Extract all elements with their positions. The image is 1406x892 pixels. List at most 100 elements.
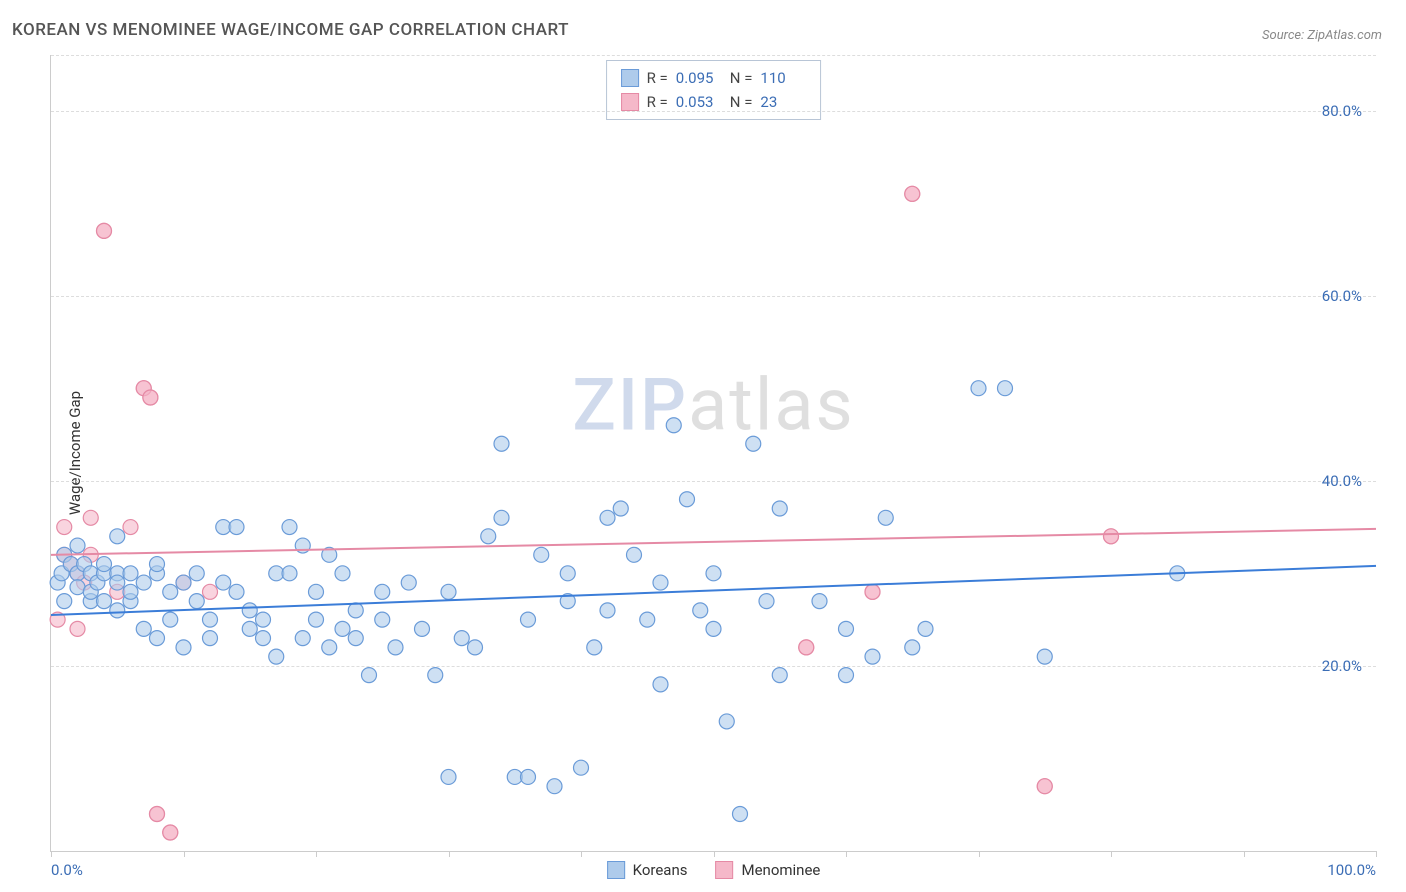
data-point (57, 594, 72, 609)
data-point (521, 612, 536, 627)
data-point (110, 529, 125, 544)
data-point (322, 640, 337, 655)
data-point (123, 566, 138, 581)
data-point (256, 612, 271, 627)
n-value-koreans: 110 (760, 66, 806, 90)
y-tick-label: 60.0% (1322, 287, 1362, 305)
data-point (309, 612, 324, 627)
data-point (176, 575, 191, 590)
plot-area: Wage/Income Gap ZIPatlas R = 0.095 N = 1… (50, 55, 1376, 852)
data-point (481, 529, 496, 544)
legend-item-menominee: Menominee (715, 861, 820, 879)
data-point (335, 621, 350, 636)
data-point (136, 575, 151, 590)
source-attribution: Source: ZipAtlas.com (1262, 28, 1382, 43)
data-point (401, 575, 416, 590)
data-point (534, 547, 549, 562)
data-point (110, 575, 125, 590)
data-point (388, 640, 403, 655)
data-point (693, 603, 708, 618)
x-tick-label: 0.0% (51, 861, 83, 879)
data-point (441, 584, 456, 599)
data-point (70, 621, 85, 636)
data-point (905, 640, 920, 655)
data-point (627, 547, 642, 562)
data-point (613, 501, 628, 516)
data-point (666, 418, 681, 433)
data-point (706, 621, 721, 636)
data-point (163, 584, 178, 599)
data-point (203, 631, 218, 646)
data-point (150, 557, 165, 572)
data-point (680, 492, 695, 507)
chart-title: KOREAN VS MENOMINEE WAGE/INCOME GAP CORR… (12, 20, 569, 40)
trend-line (51, 529, 1376, 555)
swatch-menominee (621, 93, 639, 111)
data-point (269, 649, 284, 664)
data-point (706, 566, 721, 581)
data-point (971, 381, 986, 396)
data-point (309, 584, 324, 599)
data-point (733, 806, 748, 821)
data-point (574, 760, 589, 775)
data-point (560, 566, 575, 581)
data-point (759, 594, 774, 609)
data-point (282, 566, 297, 581)
swatch-koreans (621, 69, 639, 87)
data-point (150, 631, 165, 646)
r-label: R = (647, 66, 668, 90)
data-point (600, 603, 615, 618)
scatter-svg (51, 55, 1376, 851)
data-point (57, 520, 72, 535)
data-point (282, 520, 297, 535)
data-point (189, 566, 204, 581)
data-point (1037, 649, 1052, 664)
correlation-chart: KOREAN VS MENOMINEE WAGE/INCOME GAP CORR… (0, 0, 1406, 892)
data-point (110, 603, 125, 618)
data-point (348, 631, 363, 646)
data-point (839, 621, 854, 636)
data-point (375, 612, 390, 627)
data-point (97, 594, 112, 609)
data-point (772, 668, 787, 683)
data-point (441, 769, 456, 784)
data-point (375, 584, 390, 599)
data-point (256, 631, 271, 646)
legend-label-koreans: Koreans (633, 861, 688, 879)
data-point (878, 510, 893, 525)
data-point (97, 557, 112, 572)
data-point (521, 769, 536, 784)
data-point (746, 436, 761, 451)
y-tick-label: 20.0% (1322, 657, 1362, 675)
data-point (83, 510, 98, 525)
data-point (468, 640, 483, 655)
data-point (362, 668, 377, 683)
data-point (163, 612, 178, 627)
legend-item-koreans: Koreans (607, 861, 688, 879)
data-point (229, 584, 244, 599)
data-point (918, 621, 933, 636)
y-tick-label: 80.0% (1322, 102, 1362, 120)
data-point (335, 566, 350, 581)
data-point (640, 612, 655, 627)
data-point (229, 520, 244, 535)
data-point (415, 621, 430, 636)
legend-label-menominee: Menominee (741, 861, 820, 879)
data-point (653, 677, 668, 692)
swatch-koreans (607, 861, 625, 879)
data-point (494, 510, 509, 525)
data-point (295, 631, 310, 646)
data-point (70, 538, 85, 553)
stats-row-koreans: R = 0.095 N = 110 (621, 66, 807, 90)
data-point (547, 779, 562, 794)
data-point (203, 584, 218, 599)
data-point (454, 631, 469, 646)
data-point (719, 714, 734, 729)
data-point (600, 510, 615, 525)
x-tick-label: 100.0% (1327, 861, 1376, 879)
data-point (123, 584, 138, 599)
data-point (587, 640, 602, 655)
data-point (428, 668, 443, 683)
data-point (998, 381, 1013, 396)
data-point (176, 640, 191, 655)
